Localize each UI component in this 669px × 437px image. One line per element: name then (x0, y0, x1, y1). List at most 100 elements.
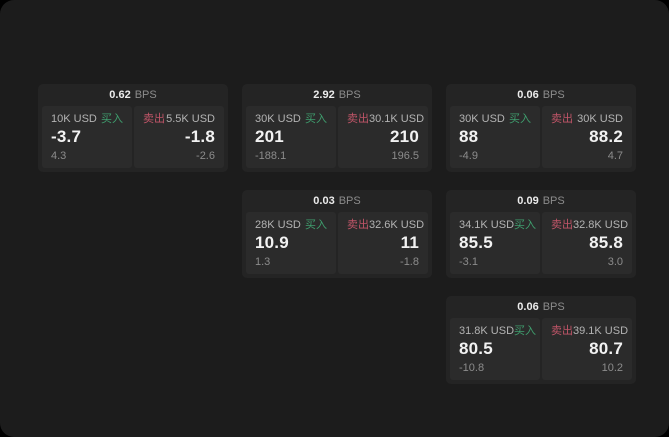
sell-panel[interactable]: 卖出 30.1K USD 210 196.5 (338, 106, 428, 168)
sell-side-label: 卖出 (143, 113, 165, 125)
buy-side-label: 买入 (101, 113, 123, 125)
buy-panel-header: 30K USD 买入 (459, 113, 531, 125)
quote-panels: 31.8K USD 买入 80.5 -10.8 卖出 39.1K USD 80.… (446, 318, 636, 384)
sell-panel-header: 卖出 32.8K USD (551, 219, 628, 231)
sell-price: 88.2 (589, 127, 623, 147)
sell-sub-value: 10.2 (601, 361, 623, 374)
buy-panel[interactable]: 28K USD 买入 10.9 1.3 (246, 212, 336, 274)
buy-amount: 34.1K USD (459, 219, 515, 231)
buy-price: -3.7 (51, 127, 82, 147)
buy-sub-value: 4.3 (51, 149, 67, 162)
buy-amount: 10K USD (51, 113, 97, 125)
bps-unit-label: BPS (338, 194, 361, 207)
bps-value: 0.06 (517, 300, 539, 313)
bps-unit-label: BPS (542, 88, 565, 101)
sell-side-label: 卖出 (551, 325, 573, 337)
sell-sub-value: -2.6 (196, 149, 215, 162)
quote-panels: 10K USD 买入 -3.7 4.3 卖出 5.5K USD -1.8 -2.… (38, 106, 228, 172)
buy-side-label: 买入 (509, 113, 531, 125)
quote-card: 0.62 BPS 10K USD 买入 -3.7 4.3 卖出 5.5K USD… (38, 84, 228, 172)
sell-sub-value: -1.8 (400, 255, 419, 268)
bps-value: 2.92 (313, 88, 335, 101)
sell-amount: 32.8K USD (573, 219, 629, 231)
buy-panel[interactable]: 31.8K USD 买入 80.5 -10.8 (450, 318, 540, 380)
sell-panel[interactable]: 卖出 30K USD 88.2 4.7 (542, 106, 632, 168)
sell-panel[interactable]: 卖出 32.6K USD 11 -1.8 (338, 212, 428, 274)
buy-price: 88 (459, 127, 479, 147)
buy-sub-value: 1.3 (255, 255, 271, 268)
buy-price: 85.5 (459, 233, 493, 253)
buy-sub-value: -10.8 (459, 361, 485, 374)
sell-panel[interactable]: 卖出 5.5K USD -1.8 -2.6 (134, 106, 224, 168)
card-header: 0.06 BPS (446, 296, 636, 318)
buy-amount: 30K USD (459, 113, 505, 125)
buy-panel[interactable]: 34.1K USD 买入 85.5 -3.1 (450, 212, 540, 274)
quote-panels: 28K USD 买入 10.9 1.3 卖出 32.6K USD 11 -1.8 (242, 212, 432, 278)
bps-value: 0.06 (517, 88, 539, 101)
quote-card: 0.06 BPS 31.8K USD 买入 80.5 -10.8 卖出 39.1… (446, 296, 636, 384)
quote-panels: 30K USD 买入 88 -4.9 卖出 30K USD 88.2 4.7 (446, 106, 636, 172)
sell-sub-value: 4.7 (607, 149, 623, 162)
sell-amount: 30.1K USD (369, 113, 425, 125)
sell-price: -1.8 (184, 127, 215, 147)
buy-side-label: 买入 (305, 113, 327, 125)
sell-amount: 5.5K USD (166, 113, 215, 125)
sell-sub-value: 196.5 (391, 149, 419, 162)
card-header: 0.06 BPS (446, 84, 636, 106)
sell-panel[interactable]: 卖出 32.8K USD 85.8 3.0 (542, 212, 632, 274)
sell-panel-header: 卖出 39.1K USD (551, 325, 628, 337)
buy-side-label: 买入 (305, 219, 327, 231)
buy-amount: 31.8K USD (459, 325, 515, 337)
card-header: 0.09 BPS (446, 190, 636, 212)
quote-card: 2.92 BPS 30K USD 买入 201 -188.1 卖出 30.1K … (242, 84, 432, 172)
sell-price: 210 (390, 127, 419, 147)
buy-panel[interactable]: 30K USD 买入 88 -4.9 (450, 106, 540, 168)
quote-card: 0.03 BPS 28K USD 买入 10.9 1.3 卖出 32.6K US… (242, 190, 432, 278)
sell-amount: 30K USD (577, 113, 623, 125)
buy-panel-header: 34.1K USD 买入 (459, 219, 536, 231)
sell-price: 80.7 (589, 339, 623, 359)
buy-panel-header: 10K USD 买入 (51, 113, 123, 125)
quote-panels: 34.1K USD 买入 85.5 -3.1 卖出 32.8K USD 85.8… (446, 212, 636, 278)
sell-side-label: 卖出 (347, 113, 369, 125)
buy-panel-header: 28K USD 买入 (255, 219, 327, 231)
buy-price: 10.9 (255, 233, 289, 253)
buy-panel-header: 30K USD 买入 (255, 113, 327, 125)
sell-side-label: 卖出 (551, 219, 573, 231)
sell-side-label: 卖出 (551, 113, 573, 125)
sell-panel-header: 卖出 5.5K USD (143, 113, 215, 125)
sell-sub-value: 3.0 (607, 255, 623, 268)
buy-price: 201 (255, 127, 284, 147)
sell-side-label: 卖出 (347, 219, 369, 231)
card-header: 2.92 BPS (242, 84, 432, 106)
sell-amount: 32.6K USD (369, 219, 425, 231)
quote-card: 0.09 BPS 34.1K USD 买入 85.5 -3.1 卖出 32.8K… (446, 190, 636, 278)
sell-amount: 39.1K USD (573, 325, 629, 337)
sell-panel[interactable]: 卖出 39.1K USD 80.7 10.2 (542, 318, 632, 380)
buy-side-label: 买入 (514, 325, 537, 337)
buy-panel-header: 31.8K USD 买入 (459, 325, 536, 337)
bps-value: 0.62 (109, 88, 131, 101)
buy-price: 80.5 (459, 339, 493, 359)
quote-panels: 30K USD 买入 201 -188.1 卖出 30.1K USD 210 1… (242, 106, 432, 172)
buy-sub-value: -188.1 (255, 149, 287, 162)
bps-unit-label: BPS (338, 88, 361, 101)
buy-panel[interactable]: 30K USD 买入 201 -188.1 (246, 106, 336, 168)
sell-panel-header: 卖出 30K USD (551, 113, 623, 125)
bps-unit-label: BPS (542, 300, 565, 313)
card-header: 0.03 BPS (242, 190, 432, 212)
bps-value: 0.03 (313, 194, 335, 207)
quote-card: 0.06 BPS 30K USD 买入 88 -4.9 卖出 30K USD 8… (446, 84, 636, 172)
buy-amount: 30K USD (255, 113, 301, 125)
buy-sub-value: -4.9 (459, 149, 478, 162)
bps-value: 0.09 (517, 194, 539, 207)
sell-price: 85.8 (589, 233, 623, 253)
bps-unit-label: BPS (542, 194, 565, 207)
card-header: 0.62 BPS (38, 84, 228, 106)
sell-panel-header: 卖出 32.6K USD (347, 219, 424, 231)
buy-panel[interactable]: 10K USD 买入 -3.7 4.3 (42, 106, 132, 168)
sell-price: 11 (400, 233, 419, 253)
bps-unit-label: BPS (134, 88, 157, 101)
buy-amount: 28K USD (255, 219, 301, 231)
buy-sub-value: -3.1 (459, 255, 478, 268)
